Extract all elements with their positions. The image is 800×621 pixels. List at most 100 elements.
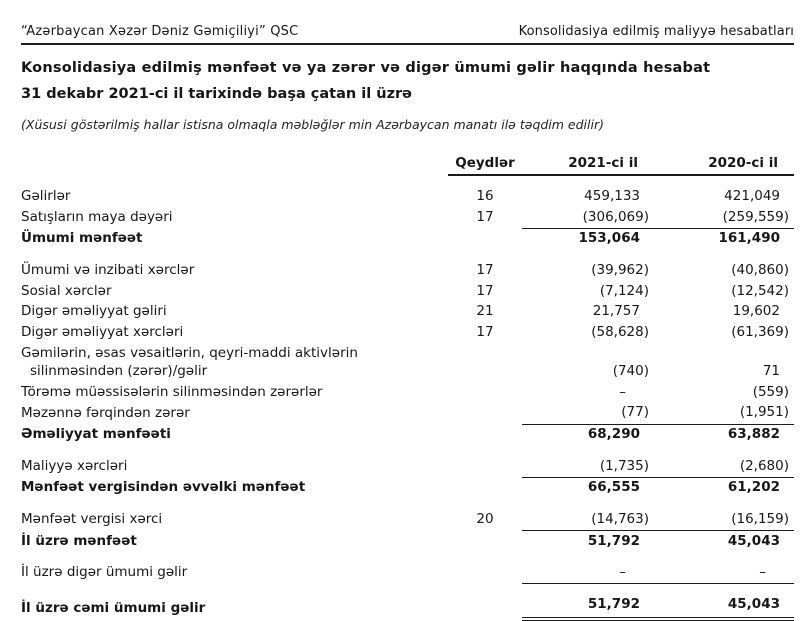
company-name: “Azərbaycan Xəzər Dəniz Gəmiçiliyi” QSC <box>21 24 299 39</box>
row-value-2020: (12,542) <box>731 282 789 299</box>
row-value-2021: 68,290 <box>587 426 640 443</box>
statement-period: 31 dekabr 2021-ci il tarixində başa çata… <box>21 86 412 102</box>
row-label: Ümumi və inzibati xərclər <box>21 261 195 278</box>
col-header-blank <box>21 153 448 175</box>
row-value-2020: 45,043 <box>727 532 780 549</box>
table-row: Maliyyə xərcləri (1,735) (2,680) <box>21 445 794 478</box>
table-row: Ümumi mənfəət 153,064 161,490 <box>21 228 794 249</box>
table-row: İl üzrə digər ümumi gəlir – – <box>21 551 794 585</box>
row-value-2021: (306,069) <box>522 207 654 229</box>
row-note-ref <box>448 477 522 498</box>
row-label: Mənfəət vergisindən əvvəlki mənfəət <box>21 479 306 496</box>
row-note-ref: 20 <box>476 511 494 528</box>
row-value-2020: 161,490 <box>718 230 781 247</box>
row-note-ref <box>448 403 522 424</box>
row-note-ref <box>448 344 522 383</box>
row-value-2020: 45,043 <box>654 583 794 621</box>
row-value-2021: 459,133 <box>584 187 640 204</box>
document-page: “Azərbaycan Xəzər Dəniz Gəmiçiliyi” QSC … <box>21 24 794 621</box>
col-header-notes: Qeydlər <box>448 153 522 176</box>
row-note-ref <box>448 382 522 403</box>
row-value-2021: (1,735) <box>522 445 654 478</box>
row-note-ref <box>448 584 522 619</box>
table-header-row: Qeydlər 2021-ci il 2020-ci il <box>21 153 794 176</box>
row-value-2021: (77) <box>522 402 654 425</box>
row-value-2020: 63,882 <box>727 426 780 443</box>
row-label: Əməliyyat mənfəəti <box>21 426 171 443</box>
row-label: İl üzrə digər ümumi gəlir <box>21 564 188 581</box>
table-row: Törəmə müəssisələrin silinməsindən zərər… <box>21 382 794 403</box>
row-value-2021: – <box>522 551 654 585</box>
table-row: İl üzrə mənfəət 51,792 45,043 <box>21 531 794 552</box>
row-value-2020: (559) <box>752 383 789 400</box>
row-value-2020: 19,602 <box>732 303 780 320</box>
table-row: Mənfəət vergisi xərci 20 (14,763) (16,159) <box>21 498 794 531</box>
row-label-line2: silinməsindən (zərər)/gəlir <box>30 362 208 379</box>
row-value-2021: (740) <box>612 362 649 379</box>
row-note-ref <box>448 531 522 552</box>
row-note-ref <box>448 228 522 249</box>
row-value-2020: (2,680) <box>654 445 794 478</box>
col-header-2020: 2020-ci il <box>654 153 794 176</box>
row-value-2021: (7,124) <box>599 282 649 299</box>
row-value-2020: 421,049 <box>724 187 780 204</box>
row-note-ref: 17 <box>476 261 494 278</box>
row-value-2020: – <box>654 551 794 585</box>
row-label: Maliyyə xərcləri <box>21 458 128 475</box>
statement-table-body: Gəlirlər 16 459,133 421,049 Satışların maya … <box>21 175 794 621</box>
row-value-2021: 66,555 <box>587 479 640 496</box>
row-label: Satışların maya dəyəri <box>21 209 173 226</box>
row-value-2021: 153,064 <box>578 230 641 247</box>
row-value-2020: 71 <box>762 362 780 379</box>
table-row: Mənfəət vergisindən əvvəlki mənfəət 66,55… <box>21 477 794 498</box>
row-note-ref: 17 <box>476 209 494 226</box>
row-note-ref <box>448 552 522 584</box>
row-label: Gəlirlər <box>21 187 71 204</box>
col-header-2021: 2021-ci il <box>522 153 654 176</box>
income-statement-table: Qeydlər 2021-ci il 2020-ci il Gəlirlər 16… <box>21 153 794 621</box>
row-value-2020: (61,369) <box>731 324 789 341</box>
row-label: Ümumi mənfəət <box>21 230 143 247</box>
row-value-2021: – <box>619 383 626 400</box>
row-value-2020: (1,951) <box>654 402 794 425</box>
row-label: İl üzrə cəmi ümumi gəlir <box>21 599 206 616</box>
row-label: Mənfəət vergisi xərci <box>21 511 163 528</box>
report-type-label: Konsolidasiya edilmiş maliyyə hesabatlar… <box>518 24 794 39</box>
table-row: Gəlirlər 16 459,133 421,049 <box>21 175 794 207</box>
table-row: Satışların maya dəyəri 17 (306,069) (259,55… <box>21 207 794 229</box>
row-value-2021: 21,757 <box>592 303 640 320</box>
table-row: Məzənnə fərqindən zərər (77) (1,951) <box>21 402 794 425</box>
row-value-2021: (14,763) <box>522 498 654 531</box>
table-row: Digər əməliyyat xərcləri 17 (58,628) (61,36… <box>21 323 794 344</box>
row-value-2021: 51,792 <box>587 532 640 549</box>
row-label: İl üzrə mənfəət <box>21 532 137 549</box>
table-row: Əməliyyat mənfəəti 68,290 63,882 <box>21 424 794 445</box>
row-note-ref: 16 <box>476 187 494 204</box>
row-label: Törəmə müəssisələrin silinməsindən zərər… <box>21 383 323 400</box>
row-note-ref: 17 <box>476 324 494 341</box>
table-row: İl üzrə cəmi ümumi gəlir 51,792 45,043 <box>21 583 794 621</box>
row-note-ref: 21 <box>476 303 494 320</box>
row-value-2020: (259,559) <box>654 207 794 229</box>
row-label: Digər əməliyyat xərcləri <box>21 324 184 341</box>
row-label: Sosial xərclər <box>21 282 112 299</box>
row-value-2020: (40,860) <box>731 261 789 278</box>
row-note-ref: 17 <box>476 282 494 299</box>
currency-note: (Xüsusi göstərilmiş hallar istisna olmaq… <box>21 117 604 132</box>
table-row: Digər əməliyyat gəliri 21 21,757 19,602 <box>21 302 794 323</box>
table-row: Gəmilərin, əsas vəsaitlərin, qeyri-maddi… <box>21 344 794 383</box>
row-label: Digər əməliyyat gəliri <box>21 303 167 320</box>
row-note-ref <box>448 446 522 478</box>
row-label: Məzənnə fərqindən zərər <box>21 404 190 421</box>
row-value-2021: 51,792 <box>522 583 654 621</box>
row-note-ref <box>448 424 522 445</box>
row-value-2020: (16,159) <box>654 498 794 531</box>
row-value-2020: 61,202 <box>727 479 780 496</box>
statement-title: Konsolidasiya edilmiş mənfəət və ya zərə… <box>21 60 711 76</box>
row-value-2021: (58,628) <box>591 324 649 341</box>
row-label: Gəmilərin, əsas vəsaitlərin, qeyri-maddi… <box>21 344 448 383</box>
table-row: Sosial xərclər 17 (7,124) (12,542) <box>21 281 794 302</box>
table-row: Ümumi və inzibati xərclər 17 (39,962) (40,8… <box>21 250 794 281</box>
page-header: “Azərbaycan Xəzər Dəniz Gəmiçiliyi” QSC … <box>21 24 794 45</box>
row-value-2021: (39,962) <box>591 261 649 278</box>
